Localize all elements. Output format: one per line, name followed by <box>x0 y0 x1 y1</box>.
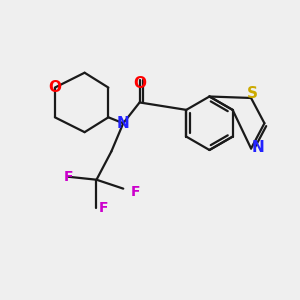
Text: N: N <box>252 140 265 154</box>
Text: F: F <box>64 170 73 184</box>
Text: O: O <box>133 76 146 91</box>
Text: N: N <box>117 116 130 131</box>
Text: O: O <box>48 80 62 95</box>
Text: F: F <box>130 184 140 199</box>
Text: F: F <box>99 201 109 215</box>
Text: S: S <box>247 86 258 101</box>
